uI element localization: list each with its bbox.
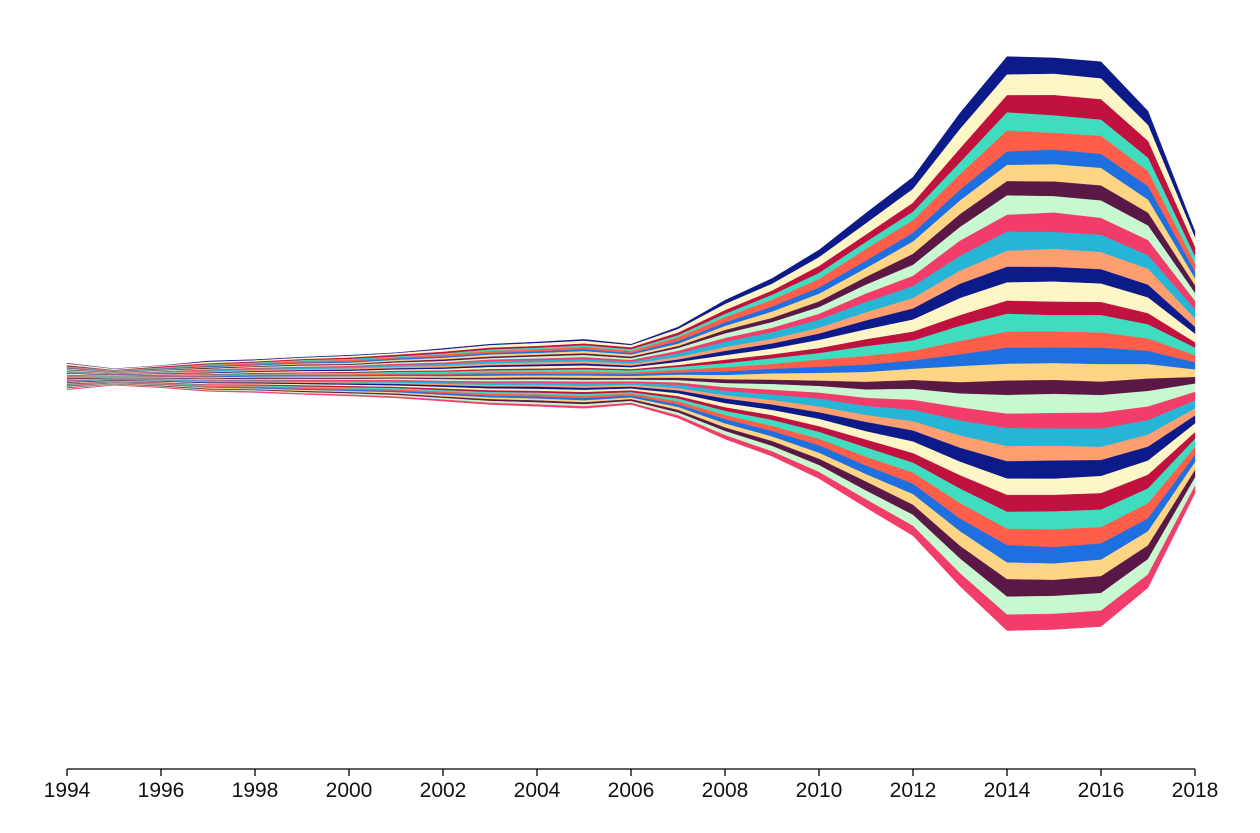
x-tick-label-2002: 2002 xyxy=(420,779,467,802)
x-tick-label-1994: 1994 xyxy=(44,779,91,802)
stream-layer-34 xyxy=(66,384,1196,631)
x-tick-label-2006: 2006 xyxy=(608,779,655,802)
x-tick-label-2016: 2016 xyxy=(1078,779,1125,802)
x-tick-label-2010: 2010 xyxy=(796,779,843,802)
x-tick-label-2000: 2000 xyxy=(326,779,373,802)
x-tick-label-2008: 2008 xyxy=(702,779,749,802)
x-axis: 1994 1996 1998 2000 2002 2004 2006 2008 2010 2012… xyxy=(44,768,1219,802)
x-tick-label-2012: 2012 xyxy=(890,779,937,802)
stream-layers xyxy=(66,56,1196,631)
x-tick-label-2004: 2004 xyxy=(514,779,561,802)
x-tick-label-1998: 1998 xyxy=(232,779,279,802)
x-tick-label-2014: 2014 xyxy=(984,779,1031,802)
x-tick-label-2018: 2018 xyxy=(1172,779,1219,802)
x-tick-label-1996: 1996 xyxy=(138,779,185,802)
